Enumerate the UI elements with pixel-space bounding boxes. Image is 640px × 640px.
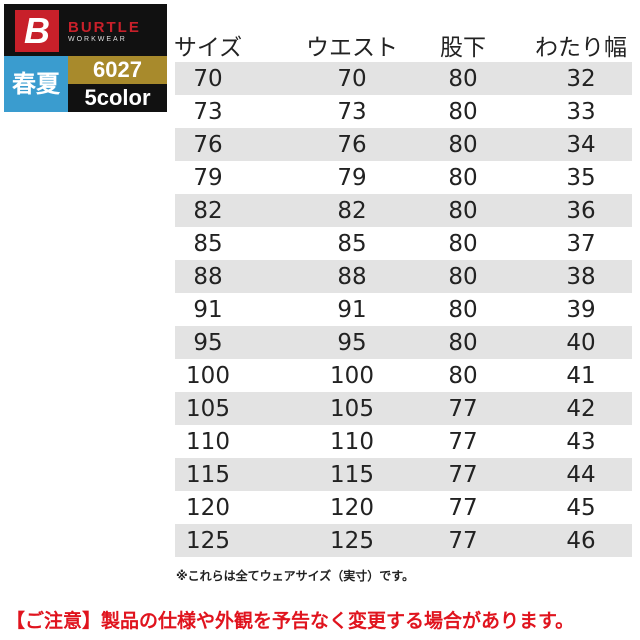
cell: 100 [330,362,374,389]
b-logo-icon: B [15,10,59,52]
table-row: 73 73 80 33 [175,95,632,128]
cell: 46 [566,527,596,554]
cell: 80 [448,197,478,224]
table-row: 82 82 80 36 [175,194,632,227]
cell: 100 [186,362,230,389]
burtle-logo: B BURTLE WORKWEAR 春夏 6027 5color [4,4,167,112]
cell: 105 [186,395,230,422]
cell: 73 [193,98,223,125]
cell: 38 [566,263,596,290]
table-row: 70 70 80 32 [175,62,632,95]
cell: 44 [566,461,596,488]
cell: 76 [337,131,367,158]
cell: 115 [186,461,230,488]
cell: 77 [448,461,478,488]
cell: 115 [330,461,374,488]
cell: 120 [186,494,230,521]
cell: 36 [566,197,596,224]
table-row: 91 91 80 39 [175,293,632,326]
table-row: 115 115 77 44 [175,458,632,491]
cell: 43 [566,428,596,455]
cell: わたり幅 [535,35,627,61]
cell: 45 [566,494,596,521]
cell: 85 [337,230,367,257]
cell: 77 [448,395,478,422]
cell: 70 [193,65,223,92]
cell: ウエスト [306,35,398,61]
cell: 82 [193,197,223,224]
table-row: 105 105 77 42 [175,392,632,425]
table-row: 76 76 80 34 [175,128,632,161]
cell: 95 [193,329,223,356]
cell: 77 [448,494,478,521]
warning-text: 【ご注意】製品の仕様や外観を予告なく変更する場合があります。 [6,610,575,632]
cell: 77 [448,527,478,554]
cell: 40 [566,329,596,356]
cell: 39 [566,296,596,323]
cell: 70 [337,65,367,92]
cell: 股下 [440,35,486,61]
cell: 80 [448,98,478,125]
table-row: 120 120 77 45 [175,491,632,524]
brand-sub: WORKWEAR [68,36,127,43]
cell: 88 [337,263,367,290]
cell: 34 [566,131,596,158]
table-row: 125 125 77 46 [175,524,632,557]
cell: 80 [448,329,478,356]
cell: 79 [193,164,223,191]
model-number: 6027 [68,56,167,84]
cell: 125 [186,527,230,554]
cell: 120 [330,494,374,521]
table-header: サイズ ウエスト 股下 わたり幅 [174,28,632,62]
cell: 110 [186,428,230,455]
cell: 80 [448,230,478,257]
size-note: ※これらは全てウェアサイズ（実寸）です。 [176,569,415,583]
logo-banner: B BURTLE WORKWEAR [4,4,167,56]
brand-name: BURTLE [68,19,141,36]
cell: サイズ [173,35,243,61]
table-row: 110 110 77 43 [175,425,632,458]
size-table: サイズ ウエスト 股下 わたり幅 70 70 80 32 73 73 80 33 76 76 80 34 79 7… [174,28,632,557]
table-row: 79 79 80 35 [175,161,632,194]
table-row: 88 88 80 38 [175,260,632,293]
cell: 79 [337,164,367,191]
cell: 82 [337,197,367,224]
cell: 80 [448,362,478,389]
cell: 33 [566,98,596,125]
table-row: 85 85 80 37 [175,227,632,260]
cell: 105 [330,395,374,422]
cell: 80 [448,164,478,191]
cell: 41 [566,362,596,389]
color-count: 5color [68,84,167,112]
cell: 37 [566,230,596,257]
cell: 80 [448,131,478,158]
table-row: 95 95 80 40 [175,326,632,359]
cell: 88 [193,263,223,290]
cell: 73 [337,98,367,125]
cell: 80 [448,296,478,323]
cell: 80 [448,263,478,290]
cell: 76 [193,131,223,158]
cell: 91 [337,296,367,323]
cell: 91 [193,296,223,323]
cell: 125 [330,527,374,554]
cell: 85 [193,230,223,257]
cell: 35 [566,164,596,191]
cell: 42 [566,395,596,422]
cell: 80 [448,65,478,92]
cell: 95 [337,329,367,356]
cell: 110 [330,428,374,455]
table-row: 100 100 80 41 [175,359,632,392]
cell: 77 [448,428,478,455]
season-label: 春夏 [4,56,68,112]
cell: 32 [566,65,596,92]
